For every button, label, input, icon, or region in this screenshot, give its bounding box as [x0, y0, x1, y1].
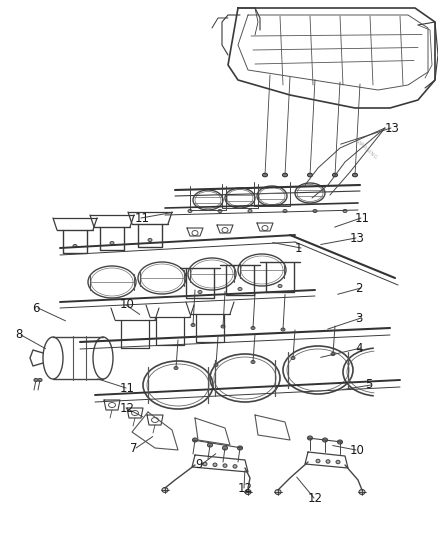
Ellipse shape [191, 324, 195, 327]
Ellipse shape [332, 173, 338, 177]
Text: 9: 9 [195, 458, 202, 472]
Text: 11: 11 [355, 212, 370, 224]
Ellipse shape [233, 465, 237, 468]
Ellipse shape [110, 241, 114, 245]
Text: WARNING: WARNING [355, 139, 378, 161]
Ellipse shape [336, 461, 340, 464]
Text: 7: 7 [130, 441, 138, 455]
Ellipse shape [338, 440, 343, 444]
Text: 13: 13 [350, 231, 365, 245]
Ellipse shape [223, 446, 227, 450]
Ellipse shape [237, 446, 243, 450]
Ellipse shape [275, 489, 281, 495]
Text: 13: 13 [385, 122, 400, 134]
Ellipse shape [278, 285, 282, 287]
Ellipse shape [353, 173, 357, 177]
Ellipse shape [218, 209, 222, 213]
Text: 12: 12 [120, 401, 135, 415]
Text: 3: 3 [355, 311, 362, 325]
Ellipse shape [213, 463, 217, 466]
Text: 5: 5 [365, 378, 372, 392]
Text: 1: 1 [295, 241, 303, 254]
Text: 11: 11 [135, 212, 150, 224]
Ellipse shape [281, 328, 285, 331]
Ellipse shape [38, 378, 42, 382]
Ellipse shape [148, 238, 152, 241]
Ellipse shape [245, 489, 251, 495]
Ellipse shape [283, 209, 287, 213]
Ellipse shape [203, 462, 207, 466]
Text: 4: 4 [355, 342, 363, 354]
Ellipse shape [174, 367, 178, 369]
Text: 11: 11 [120, 382, 135, 394]
Ellipse shape [221, 325, 225, 328]
Ellipse shape [283, 173, 287, 177]
Ellipse shape [359, 489, 365, 495]
Ellipse shape [223, 464, 227, 467]
Text: 12: 12 [238, 481, 253, 495]
Ellipse shape [208, 443, 212, 447]
Ellipse shape [307, 173, 312, 177]
Ellipse shape [262, 173, 268, 177]
Text: 12: 12 [308, 491, 323, 505]
Ellipse shape [251, 360, 255, 364]
Text: 6: 6 [32, 302, 39, 314]
Ellipse shape [192, 438, 198, 442]
Text: 8: 8 [15, 328, 22, 342]
Ellipse shape [214, 364, 218, 367]
Ellipse shape [331, 352, 335, 356]
Ellipse shape [162, 488, 168, 492]
Text: 10: 10 [120, 298, 135, 311]
Ellipse shape [291, 357, 295, 359]
Ellipse shape [73, 245, 77, 247]
Ellipse shape [34, 378, 38, 382]
Text: 10: 10 [350, 443, 365, 456]
Ellipse shape [198, 290, 202, 294]
Text: 2: 2 [355, 281, 363, 295]
Ellipse shape [188, 209, 192, 213]
Ellipse shape [316, 459, 320, 463]
Ellipse shape [343, 209, 347, 213]
Ellipse shape [322, 438, 328, 442]
Ellipse shape [248, 209, 252, 213]
Ellipse shape [313, 209, 317, 213]
Ellipse shape [307, 436, 312, 440]
Ellipse shape [238, 287, 242, 290]
Ellipse shape [326, 460, 330, 463]
Ellipse shape [251, 327, 255, 329]
